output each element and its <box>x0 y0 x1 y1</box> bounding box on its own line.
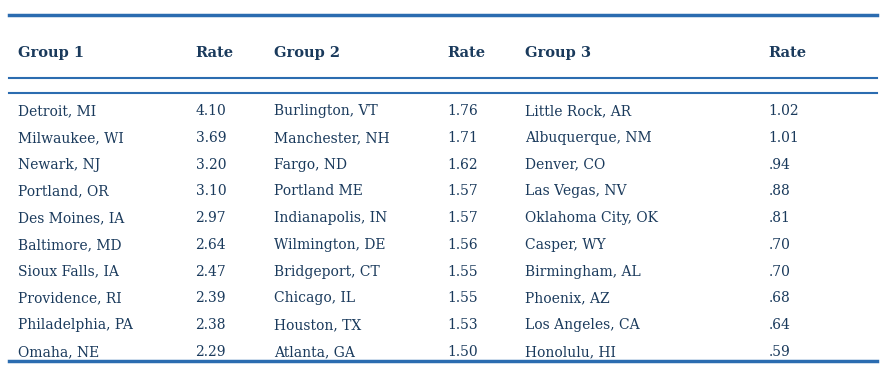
Text: 1.56: 1.56 <box>447 238 478 252</box>
Text: Albuquerque, NM: Albuquerque, NM <box>525 131 652 145</box>
Text: Little Rock, AR: Little Rock, AR <box>525 104 632 118</box>
Text: Milwaukee, WI: Milwaukee, WI <box>18 131 123 145</box>
Text: 1.50: 1.50 <box>447 345 478 359</box>
Text: 1.57: 1.57 <box>447 185 478 199</box>
Text: 1.71: 1.71 <box>447 131 478 145</box>
Text: Rate: Rate <box>768 46 807 60</box>
Text: .94: .94 <box>768 158 790 172</box>
Text: Birmingham, AL: Birmingham, AL <box>525 264 641 279</box>
Text: Honolulu, HI: Honolulu, HI <box>525 345 617 359</box>
Text: Detroit, MI: Detroit, MI <box>18 104 96 118</box>
Text: Atlanta, GA: Atlanta, GA <box>274 345 354 359</box>
Text: .64: .64 <box>768 318 790 332</box>
Text: Sioux Falls, IA: Sioux Falls, IA <box>18 264 119 279</box>
Text: Indianapolis, IN: Indianapolis, IN <box>274 211 387 225</box>
Text: 3.69: 3.69 <box>196 131 226 145</box>
Text: Phoenix, AZ: Phoenix, AZ <box>525 291 610 305</box>
Text: Las Vegas, NV: Las Vegas, NV <box>525 185 627 199</box>
Text: .70: .70 <box>768 238 790 252</box>
Text: 1.55: 1.55 <box>447 291 478 305</box>
Text: .88: .88 <box>768 185 790 199</box>
Text: 1.01: 1.01 <box>768 131 799 145</box>
Text: Group 2: Group 2 <box>274 46 340 60</box>
Text: Los Angeles, CA: Los Angeles, CA <box>525 318 640 332</box>
Text: 1.57: 1.57 <box>447 211 478 225</box>
Text: .68: .68 <box>768 291 790 305</box>
Text: 1.55: 1.55 <box>447 264 478 279</box>
Text: Portland ME: Portland ME <box>274 185 362 199</box>
Text: 4.10: 4.10 <box>196 104 226 118</box>
Text: 1.76: 1.76 <box>447 104 478 118</box>
Text: Burlington, VT: Burlington, VT <box>274 104 377 118</box>
Text: 2.39: 2.39 <box>196 291 226 305</box>
Text: Fargo, ND: Fargo, ND <box>274 158 346 172</box>
Text: Baltimore, MD: Baltimore, MD <box>18 238 121 252</box>
Text: Rate: Rate <box>196 46 234 60</box>
Text: Chicago, IL: Chicago, IL <box>274 291 354 305</box>
Text: 2.97: 2.97 <box>196 211 226 225</box>
Text: 3.20: 3.20 <box>196 158 226 172</box>
Text: Manchester, NH: Manchester, NH <box>274 131 389 145</box>
Text: Oklahoma City, OK: Oklahoma City, OK <box>525 211 658 225</box>
Text: 2.47: 2.47 <box>196 264 226 279</box>
Text: .70: .70 <box>768 264 790 279</box>
Text: Providence, RI: Providence, RI <box>18 291 121 305</box>
Text: Des Moines, IA: Des Moines, IA <box>18 211 124 225</box>
Text: Denver, CO: Denver, CO <box>525 158 606 172</box>
Text: Group 1: Group 1 <box>18 46 83 60</box>
Text: 1.53: 1.53 <box>447 318 478 332</box>
Text: Wilmington, DE: Wilmington, DE <box>274 238 385 252</box>
Text: 1.62: 1.62 <box>447 158 478 172</box>
Text: Newark, NJ: Newark, NJ <box>18 158 100 172</box>
Text: .59: .59 <box>768 345 790 359</box>
Text: .81: .81 <box>768 211 790 225</box>
Text: 2.38: 2.38 <box>196 318 226 332</box>
Text: 1.02: 1.02 <box>768 104 799 118</box>
Text: 3.10: 3.10 <box>196 185 226 199</box>
Text: Houston, TX: Houston, TX <box>274 318 361 332</box>
Text: Casper, WY: Casper, WY <box>525 238 606 252</box>
Text: 2.64: 2.64 <box>196 238 226 252</box>
Text: Philadelphia, PA: Philadelphia, PA <box>18 318 132 332</box>
Text: Group 3: Group 3 <box>525 46 592 60</box>
Text: Rate: Rate <box>447 46 486 60</box>
Text: Omaha, NE: Omaha, NE <box>18 345 99 359</box>
Text: Bridgeport, CT: Bridgeport, CT <box>274 264 379 279</box>
Text: 2.29: 2.29 <box>196 345 226 359</box>
Text: Portland, OR: Portland, OR <box>18 185 108 199</box>
